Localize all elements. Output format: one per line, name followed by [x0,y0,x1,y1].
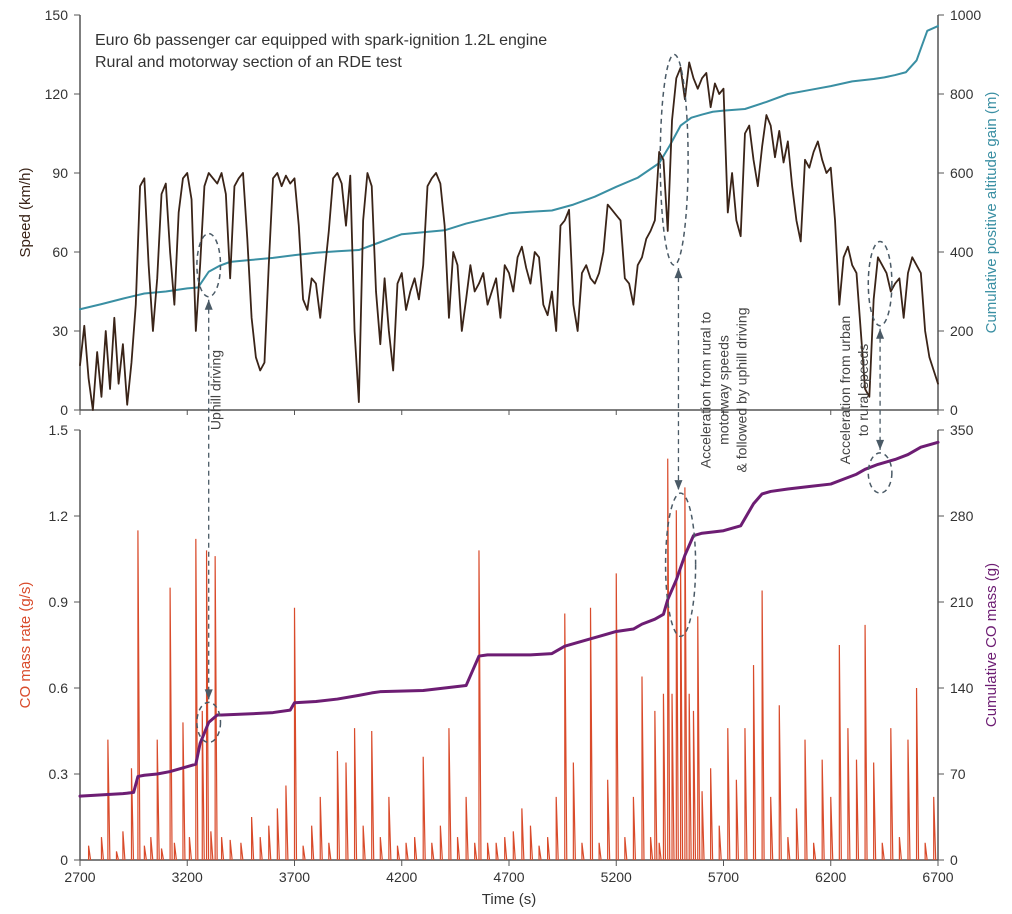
svg-text:6200: 6200 [815,869,846,885]
svg-text:0: 0 [950,852,958,868]
top-chart: 0 30 60 90 120 150 0 200 400 600 800 1000 Speed (km/… [0,0,1012,914]
annotation-label: & followed by uphill driving [734,308,750,473]
svg-text:800: 800 [950,86,974,102]
svg-text:140: 140 [950,680,974,696]
co-rate-line [89,459,936,860]
annotation-label: motorway speeds [716,335,732,445]
x-axis-label: Time (s) [482,891,536,908]
chart-title: Euro 6b passenger car equipped with spar… [95,32,547,49]
co-cum-axis-label: Cumulative CO mass (g) [983,563,1000,727]
svg-text:2700: 2700 [64,869,95,885]
svg-text:90: 90 [52,165,68,181]
annotation-ellipse [868,453,892,493]
svg-text:0.9: 0.9 [49,594,69,610]
svg-text:4700: 4700 [493,869,524,885]
svg-text:0: 0 [60,402,68,418]
svg-text:3700: 3700 [279,869,310,885]
svg-text:6700: 6700 [922,869,953,885]
annotation-label: to rural speeds [855,344,871,437]
altitude-axis-label: Cumulative positive altitude gain (m) [983,92,1000,334]
svg-text:0: 0 [950,402,958,418]
svg-text:5200: 5200 [601,869,632,885]
annotation-label: Acceleration from urban [837,316,853,465]
speed-axis-label: Speed (km/h) [17,167,34,257]
svg-text:5700: 5700 [708,869,739,885]
svg-text:3200: 3200 [172,869,203,885]
svg-text:0.3: 0.3 [49,766,69,782]
svg-text:70: 70 [950,766,966,782]
annotation-label: Acceleration from rural to [698,312,714,469]
svg-text:30: 30 [52,323,68,339]
svg-text:1.2: 1.2 [49,508,69,524]
svg-text:4200: 4200 [386,869,417,885]
svg-text:200: 200 [950,323,974,339]
chart-title: Rural and motorway section of an RDE tes… [95,54,402,71]
svg-text:280: 280 [950,508,974,524]
annotation-label: Uphill driving [207,350,223,430]
svg-text:600: 600 [950,165,974,181]
svg-text:1.5: 1.5 [49,422,69,438]
chart-container: 0 30 60 90 120 150 0 200 400 600 800 1000 Speed (km/… [0,0,1012,914]
svg-text:60: 60 [52,244,68,260]
svg-text:1000: 1000 [950,7,981,23]
svg-text:400: 400 [950,244,974,260]
svg-text:0: 0 [60,852,68,868]
svg-text:120: 120 [45,86,69,102]
svg-text:150: 150 [45,7,69,23]
co-rate-axis-label: CO mass rate (g/s) [17,582,34,709]
svg-text:350: 350 [950,422,974,438]
svg-text:210: 210 [950,594,974,610]
svg-text:0.6: 0.6 [49,680,69,696]
